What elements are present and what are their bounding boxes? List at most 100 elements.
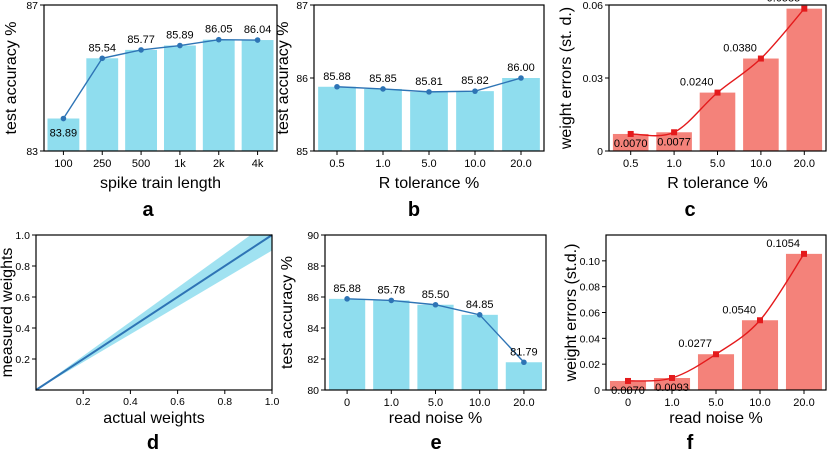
bar [328, 298, 366, 390]
panel-letter: c [684, 199, 695, 221]
data-label: 85.78 [378, 284, 406, 296]
bar [785, 253, 823, 390]
data-label: 85.81 [415, 76, 443, 88]
x-tick-label: 20.0 [794, 158, 815, 170]
data-label: 85.77 [127, 34, 155, 46]
data-point [518, 75, 524, 81]
data-point [801, 250, 807, 257]
y-axis-label: weight errors (st.d.) [563, 244, 580, 383]
bar [47, 118, 80, 151]
data-point [801, 5, 808, 12]
data-point [99, 55, 106, 62]
data-label: 0.0077 [657, 136, 691, 148]
data-point [138, 47, 144, 53]
y-tick-label: 0.10 [580, 256, 601, 268]
panel-letter: e [430, 432, 441, 452]
panel-d: 0.2 0.4 0.6 0.8 1.0 0.2 0.4 0.6 0.8 1.0 actual wei… [0, 230, 279, 452]
y-axis-label: weight errors (st. d.) [558, 7, 575, 150]
bar [163, 45, 196, 151]
x-tick-label: 5.0 [708, 397, 723, 409]
y-tick-label: 90 [307, 230, 319, 242]
y-tick-label: 0.03 [583, 73, 604, 85]
x-tick-label: 0.4 [123, 396, 138, 408]
x-tick-label: 1k [174, 158, 186, 170]
data-label: 0.0540 [722, 304, 756, 316]
panel-letter: f [687, 432, 694, 452]
panel-f: 0.0070 0.00930.02770.05400.105400.020.040… [563, 234, 827, 452]
y-tick-label: 0 [597, 146, 603, 158]
y-tick-label: 87 [296, 0, 308, 12]
plot-frame [35, 234, 273, 391]
data-label: 85.88 [323, 71, 351, 83]
panel-b: 85.88 85.85 85.81 85.82 86.00 85 86 87 0.5 1.0 5.0… [275, 0, 545, 221]
x-axis-label: read noise % [669, 410, 762, 427]
bar [410, 91, 448, 151]
bar [318, 86, 356, 151]
x-tick-label: 20.0 [793, 397, 814, 409]
x-tick-label: 0.5 [623, 158, 638, 170]
data-label: 81.79 [510, 346, 538, 358]
data-label: 85.85 [369, 73, 397, 85]
x-axis-label: R tolerance % [667, 175, 768, 192]
bar [697, 354, 735, 390]
y-tick-label: 0.02 [580, 359, 601, 371]
y-axis-label: test accuracy % [275, 22, 292, 135]
y-tick-label: 80 [307, 385, 319, 397]
bar [612, 133, 649, 151]
data-point [215, 36, 222, 43]
x-tick-label: 500 [132, 158, 150, 170]
data-label: 86.04 [244, 24, 272, 36]
y-tick-label: 84 [307, 323, 319, 335]
x-tick-label: 5.0 [710, 158, 725, 170]
bar [456, 91, 494, 151]
x-axis-label: spike train length [100, 175, 221, 192]
data-point [757, 317, 763, 324]
bar [86, 58, 119, 151]
x-tick-label: 20.0 [510, 158, 531, 170]
data-point [388, 297, 395, 304]
x-tick-label: 250 [93, 158, 111, 170]
data-label: 86.00 [507, 62, 535, 74]
data-label: 0.1054 [766, 238, 800, 250]
data-point [60, 115, 67, 122]
x-tick-label: 0.8 [217, 396, 232, 408]
y-tick-label: 82 [307, 354, 319, 366]
bar [786, 8, 823, 152]
data-point [713, 351, 719, 358]
y-tick-label: 0.6 [15, 292, 30, 304]
data-point [757, 55, 764, 62]
x-tick-label: 20.0 [513, 397, 534, 409]
data-label: 85.54 [88, 42, 116, 54]
x-axis-label: R tolerance % [379, 175, 480, 192]
data-point [334, 83, 340, 90]
y-tick-label: 86 [307, 292, 319, 304]
panel-e: 85.88 85.78 85.50 84.85 81.79 80 82 84 86 88 90 0 1.… [279, 230, 547, 452]
x-axis-label: read noise % [389, 410, 482, 427]
panel-letter: d [147, 432, 159, 452]
bar [202, 39, 235, 151]
data-point [476, 312, 483, 318]
bar [417, 304, 454, 390]
data-point [254, 37, 261, 43]
bar [609, 380, 647, 390]
data-label: 0.0277 [678, 338, 712, 350]
data-label: 85.82 [461, 75, 489, 87]
data-label: 0.0240 [680, 77, 714, 89]
fit-line [35, 234, 273, 391]
x-tick-label: 1.0 [666, 158, 681, 170]
y-axis-label: test accuracy % [279, 256, 296, 369]
bar [125, 49, 158, 151]
y-tick-label: 1.0 [15, 230, 30, 242]
data-label: 0.0380 [723, 43, 757, 55]
y-tick-label: 0.08 [580, 282, 601, 294]
data-point [627, 130, 634, 137]
bar [461, 314, 498, 390]
y-tick-label: 88 [307, 261, 319, 273]
bar [653, 377, 691, 390]
data-label: 0.0585 [767, 0, 801, 5]
panel-c: 0.0070 0.0077 0.0240 0.0380 0.0585 0 0.03 0.06 0… [558, 0, 827, 221]
x-tick-label: 1.0 [265, 396, 280, 408]
bar [502, 78, 540, 151]
data-label: 85.89 [166, 30, 194, 42]
